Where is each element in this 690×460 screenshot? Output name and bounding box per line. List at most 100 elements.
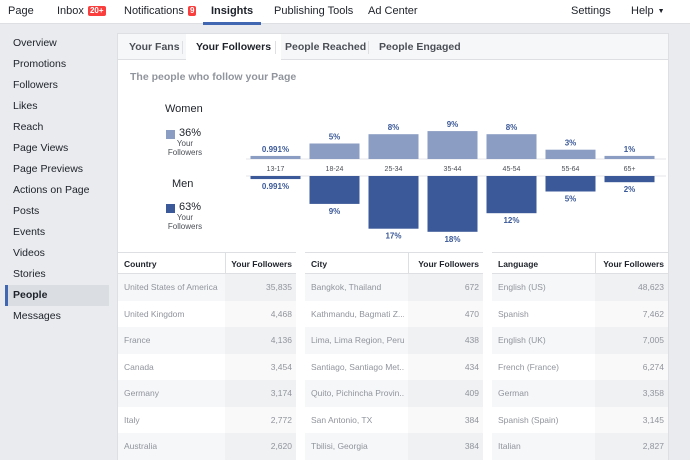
women-bar-18-24[interactable] (309, 143, 360, 160)
city-column-header[interactable]: City (311, 259, 328, 269)
language-column-header[interactable]: Language (498, 259, 539, 269)
sidebar-item-messages[interactable]: Messages (13, 310, 61, 322)
women-bar-65+[interactable] (604, 155, 655, 159)
tab-divider (275, 41, 276, 54)
table-row: Australia 2,620 (118, 433, 296, 460)
men-value-label: 5% (565, 195, 577, 204)
women-bar-55-64[interactable] (545, 149, 596, 159)
table-row: United Kingdom 4,468 (118, 301, 296, 328)
row-label: Santiago, Santiago Met... (311, 361, 404, 372)
people-insights-panel: Your Fans Your Followers People Reached … (117, 33, 669, 460)
row-label: France (124, 335, 151, 345)
nav-settings[interactable]: Settings (571, 0, 611, 24)
women-bar-13-17[interactable] (250, 155, 301, 159)
row-value: 672 (464, 282, 479, 292)
women-bar-25-34[interactable] (368, 134, 419, 159)
column-divider (408, 253, 409, 274)
nav-insights-label: Insights (211, 5, 254, 17)
tab-people-engaged[interactable]: People Engaged (379, 41, 461, 53)
top-navigation-bar: Page Inbox 20+ Notifications 9 Insights … (0, 0, 690, 25)
sidebar-item-promotions[interactable]: Promotions (13, 58, 67, 70)
row-label: Australia (124, 441, 158, 451)
row-value: 2,620 (270, 441, 292, 451)
table-row: Tbilisi, Georgia 384 (305, 433, 483, 460)
country-column-header[interactable]: Country (124, 259, 157, 269)
sidebar-item-followers[interactable]: Followers (13, 79, 58, 91)
sidebar-item-page-previews[interactable]: Page Previews (13, 163, 84, 175)
row-value: 384 (464, 441, 479, 451)
sidebar-item-page-views[interactable]: Page Views (13, 142, 69, 154)
men-bar-65+[interactable] (604, 176, 655, 183)
men-bar-35-44[interactable] (427, 176, 478, 232)
city-followers-column-header[interactable]: Your Followers (418, 259, 479, 269)
row-label: Canada (124, 361, 154, 372)
country-table: Country Your Followers United States of … (118, 252, 296, 460)
women-label: Women (165, 103, 203, 115)
row-value: 3,174 (270, 388, 292, 398)
row-value: 35,835 (266, 282, 292, 292)
table-row: Bangkok, Thailand 672 (305, 274, 483, 301)
sidebar-item-people[interactable]: People (5, 285, 109, 306)
sidebar-item-reach[interactable]: Reach (13, 121, 44, 133)
men-legend-swatch (166, 204, 175, 213)
row-value: 7,462 (642, 308, 664, 319)
table-row: French (France) 6,274 (492, 354, 668, 381)
language-followers-column-header[interactable]: Your Followers (603, 259, 664, 269)
tab-people-reached[interactable]: People Reached (285, 41, 367, 53)
tab-your-fans[interactable]: Your Fans (129, 41, 180, 53)
table-row: Lima, Lima Region, Peru 438 (305, 327, 483, 354)
men-percent: 63% (179, 201, 202, 213)
men-bar-18-24[interactable] (309, 176, 360, 204)
sidebar-item-posts[interactable]: Posts (13, 205, 40, 217)
sidebar-item-overview[interactable]: Overview (13, 37, 57, 49)
row-value: 7,005 (642, 335, 664, 345)
women-value-label: 0.991% (262, 145, 289, 154)
nav-help[interactable]: Help ▼ (631, 0, 665, 24)
nav-help-label: Help (631, 5, 654, 17)
nav-ad-center[interactable]: Ad Center (368, 0, 418, 24)
row-value: 438 (464, 335, 479, 345)
row-value: 384 (464, 414, 479, 425)
women-bar-45-54[interactable] (486, 134, 537, 159)
nav-publishing-tools-label: Publishing Tools (274, 5, 354, 17)
men-value-label: 2% (624, 185, 636, 194)
row-label: San Antonio, TX (311, 414, 373, 425)
age-axis-band (246, 159, 666, 176)
row-label: Tbilisi, Georgia (311, 441, 368, 451)
table-row: Spanish (Spain) 3,145 (492, 407, 668, 434)
tab-your-followers[interactable]: Your Followers (186, 34, 282, 61)
nav-page-label: Page (8, 5, 34, 17)
row-value: 409 (464, 388, 479, 398)
age-category-label: 35-44 (444, 166, 462, 173)
sidebar-item-stories[interactable]: Stories (13, 268, 46, 280)
age-category-label: 13-17 (267, 166, 285, 173)
men-bar-25-34[interactable] (368, 176, 419, 229)
row-value: 2,827 (642, 441, 664, 451)
table-row: Italian 2,827 (492, 433, 668, 460)
men-bar-45-54[interactable] (486, 176, 537, 214)
sidebar-item-actions-on-page[interactable]: Actions on Page (13, 184, 90, 196)
table-row: Quito, Pichincha Provin... 409 (305, 380, 483, 407)
row-value: 470 (464, 308, 479, 319)
women-bar-35-44[interactable] (427, 131, 478, 159)
language-table: Language Your Followers English (US) 48,6… (492, 252, 668, 460)
caret-down-icon: ▼ (657, 8, 665, 15)
nav-inbox[interactable]: Inbox 20+ (57, 0, 106, 24)
row-label: Quito, Pichincha Provin... (311, 388, 404, 398)
nav-notifications[interactable]: Notifications 9 (124, 0, 197, 24)
men-value-label: 18% (444, 235, 460, 244)
country-followers-column-header[interactable]: Your Followers (231, 259, 292, 269)
sidebar-item-videos[interactable]: Videos (13, 247, 45, 259)
men-bar-55-64[interactable] (545, 176, 596, 192)
nav-publishing-tools[interactable]: Publishing Tools (274, 0, 353, 24)
row-value: 434 (464, 361, 479, 372)
women-sublabel: Your Followers (167, 139, 203, 157)
nav-page[interactable]: Page (8, 0, 34, 24)
nav-insights[interactable]: Insights (203, 0, 262, 25)
sidebar-item-events[interactable]: Events (13, 226, 46, 238)
sidebar-item-likes[interactable]: Likes (13, 100, 38, 112)
row-label: Bangkok, Thailand (311, 282, 382, 292)
row-label: French (France) (498, 361, 559, 372)
row-value: 3,358 (642, 388, 664, 398)
men-bar-13-17[interactable] (250, 176, 301, 180)
